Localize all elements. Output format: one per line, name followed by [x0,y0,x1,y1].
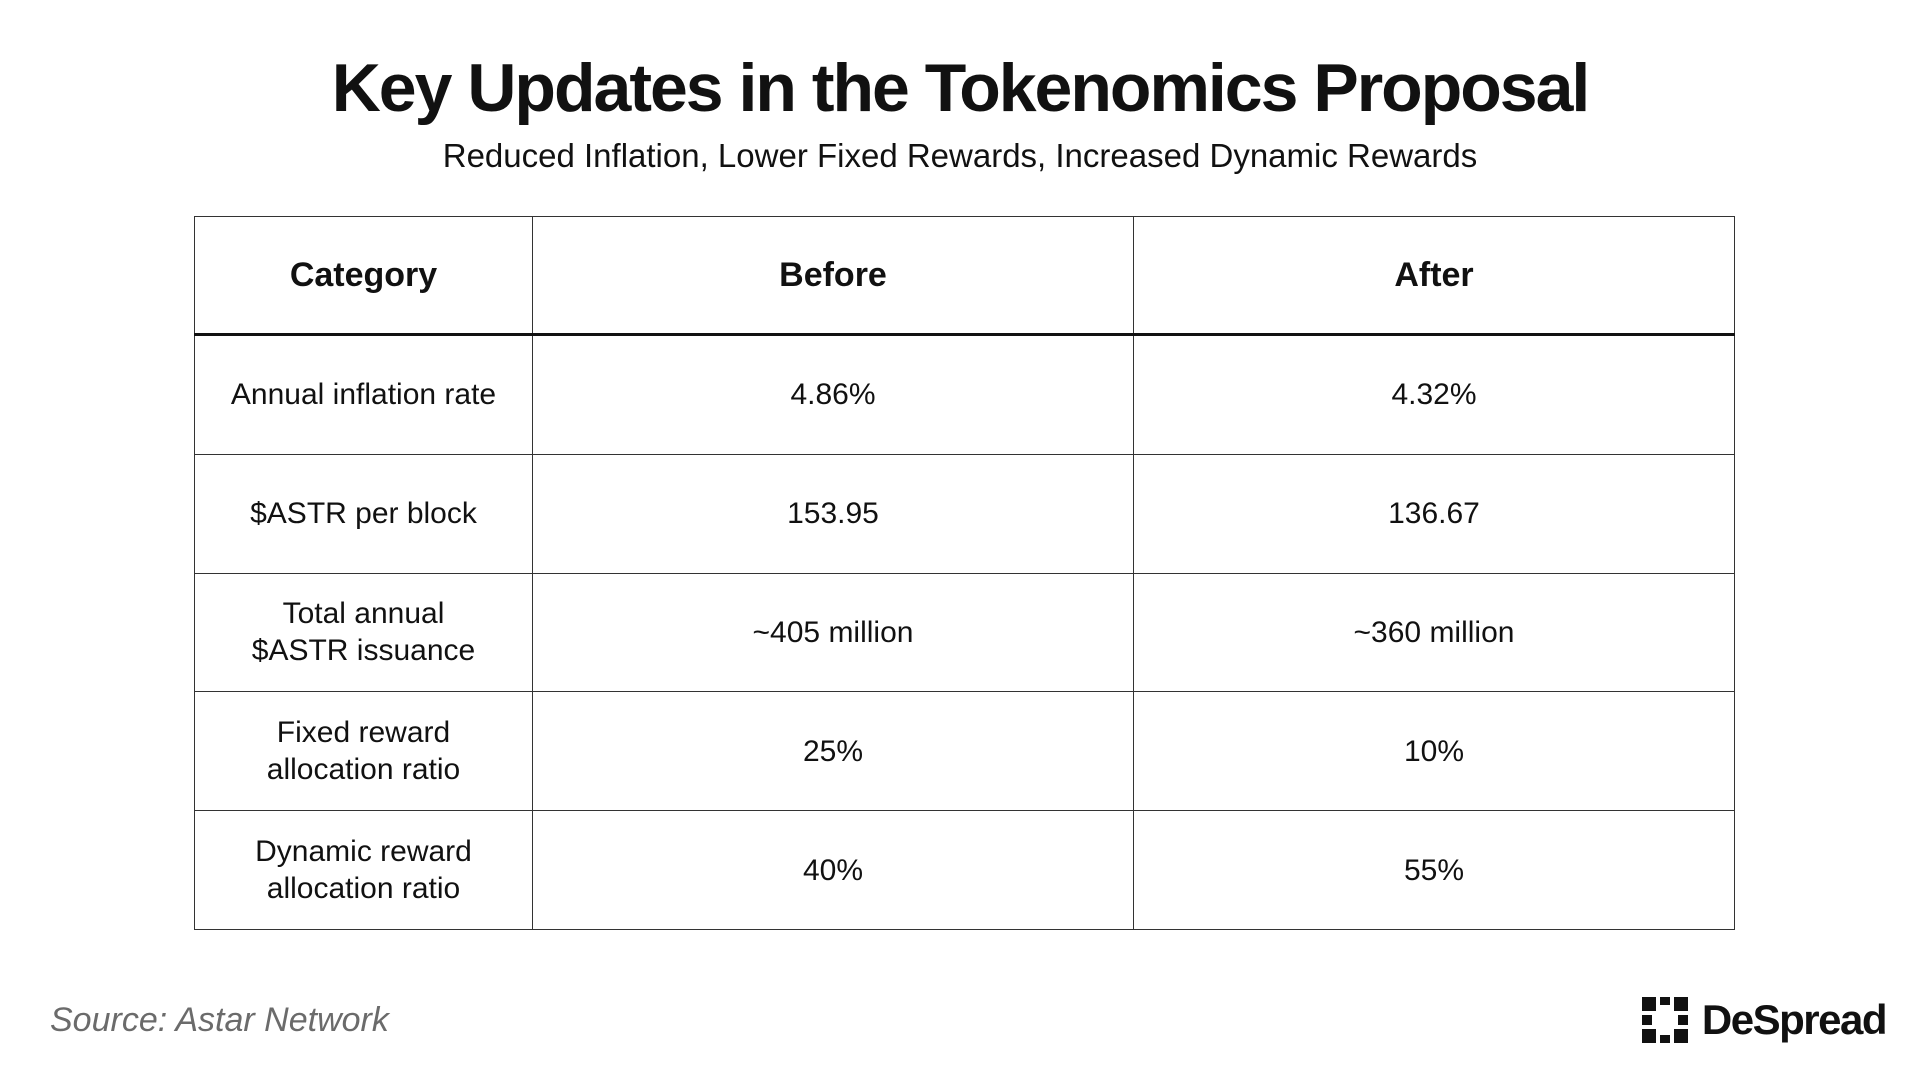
before-cell: 153.95 [532,453,1134,574]
table-header-row: Category Before After [194,216,1735,336]
before-cell: 40% [532,810,1134,930]
category-cell: Fixed reward allocation ratio [194,691,533,812]
page-subtitle: Reduced Inflation, Lower Fixed Rewards, … [442,137,1478,174]
after-cell: 10% [1133,691,1735,812]
table-row: Annual inflation rate 4.86% 4.32% [194,334,1735,455]
column-header-before: Before [532,216,1134,336]
table-row: Total annual $ASTR issuance ~405 million… [194,572,1735,693]
before-cell: 4.86% [532,334,1134,455]
column-header-category: Category [194,216,533,336]
source-note: Source: Astar Network [50,1001,389,1039]
before-cell: 25% [532,691,1134,812]
category-cell: $ASTR per block [194,453,533,574]
column-header-after: After [1133,216,1735,336]
after-cell: 55% [1133,810,1735,930]
despread-logo-icon [1641,997,1688,1043]
table-row: Dynamic reward allocation ratio 40% 55% [194,810,1735,930]
tokenomics-table: Category Before After Annual inflation r… [194,216,1735,930]
after-cell: 4.32% [1133,334,1735,455]
table-row: Fixed reward allocation ratio 25% 10% [194,691,1735,812]
brand-logo-group: DeSpread [1641,994,1888,1046]
page-title: Key Updates in the Tokenomics Proposal [331,50,1591,126]
category-cell: Total annual $ASTR issuance [194,572,533,693]
after-cell: ~360 million [1133,572,1735,693]
brand-name: DeSpread [1701,996,1888,1043]
after-cell: 136.67 [1133,453,1735,574]
category-cell: Dynamic reward allocation ratio [194,810,533,930]
before-cell: ~405 million [532,572,1134,693]
category-cell: Annual inflation rate [194,334,533,455]
table-row: $ASTR per block 153.95 136.67 [194,453,1735,574]
